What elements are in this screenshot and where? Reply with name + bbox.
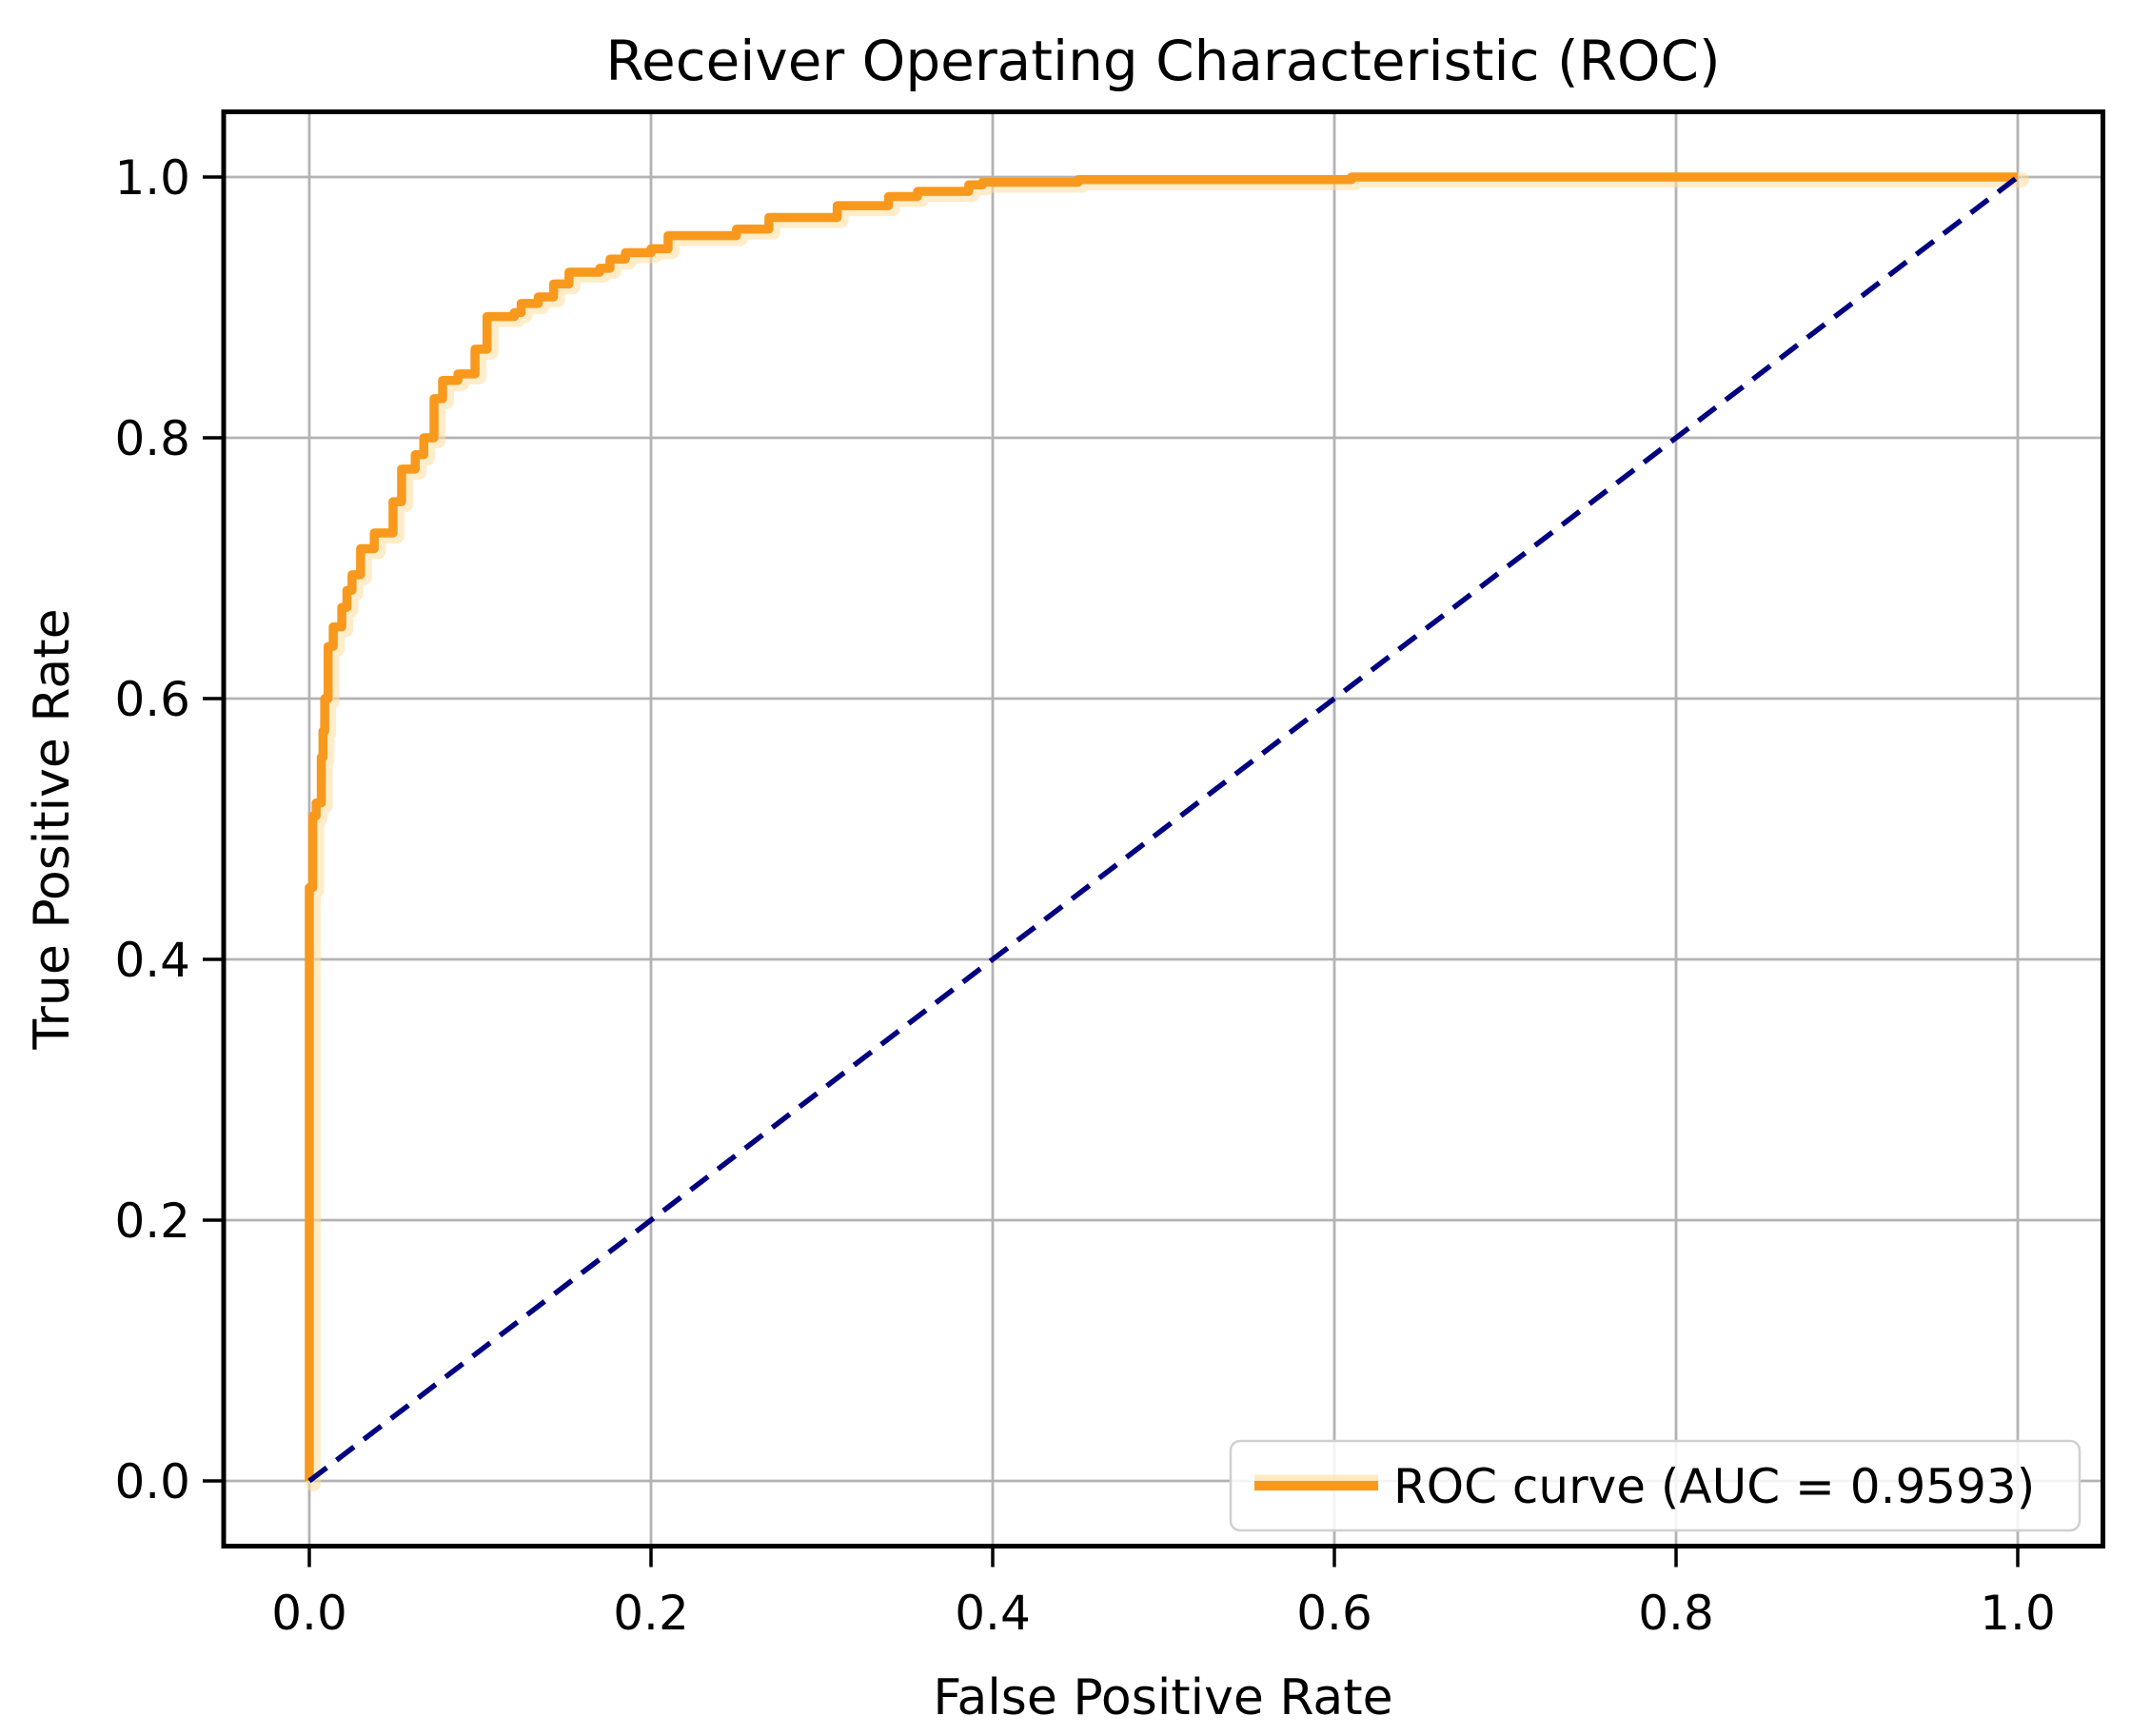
plot-border-spines: [221, 109, 2105, 1549]
legend-frame: [1229, 1439, 2082, 1532]
y-axis-ticks: 0.0 0.2 0.4 0.6 0.8 1.0: [114, 150, 224, 1509]
x-tick-label: 0.6: [1296, 1586, 1372, 1641]
series-layer: [305, 172, 2029, 1491]
y-tick-label: 0.6: [114, 672, 190, 727]
chance-diagonal-line: [307, 174, 2020, 1484]
roc-curve-line: [305, 172, 2018, 1481]
x-tick-label: 0.4: [955, 1586, 1031, 1641]
x-axis-label: False Positive Rate: [933, 1669, 1392, 1726]
legend-roc-label: ROC curve (AUC = 0.9593): [1393, 1459, 2035, 1514]
x-tick-label: 0.2: [613, 1586, 689, 1641]
x-tick-label: 0.8: [1638, 1586, 1714, 1641]
x-tick-label: 1.0: [1980, 1586, 2056, 1641]
x-axis-ticks: 0.0 0.2 0.4 0.6 0.8 1.0: [271, 1546, 2056, 1641]
y-tick-label: 1.0: [114, 150, 190, 206]
legend-box: ROC curve (AUC = 0.9593): [1229, 1439, 2082, 1532]
y-tick-label: 0.8: [114, 411, 190, 466]
x-tick-label: 0.0: [271, 1586, 347, 1641]
y-axis-label: True Positive Rate: [24, 608, 81, 1050]
y-tick-label: 0.0: [114, 1454, 190, 1509]
y-tick-label: 0.4: [114, 933, 190, 988]
chart-title: Receiver Operating Characteristic (ROC): [605, 29, 1720, 93]
y-tick-label: 0.2: [114, 1194, 190, 1249]
